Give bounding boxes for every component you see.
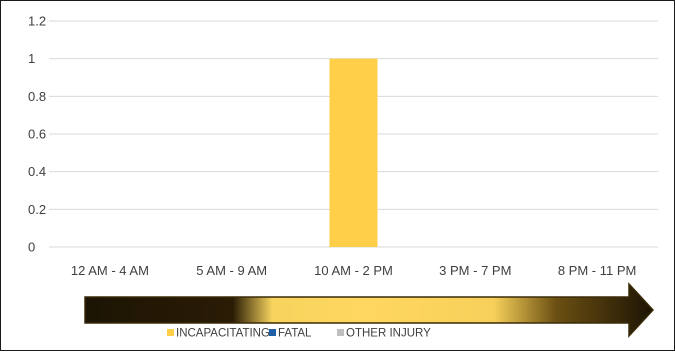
legend-swatch-1 [269, 329, 276, 336]
x-tick-label: 8 PM - 11 PM [558, 263, 637, 278]
y-tick-label: 0.2 [28, 202, 46, 217]
x-tick-label: 5 AM - 9 AM [196, 263, 267, 278]
legend-swatch-2 [337, 329, 344, 336]
gradient-arrow [84, 282, 655, 338]
legend-label: FATAL [278, 328, 312, 340]
x-axis-ticks: 12 AM - 4 AM 5 AM - 9 AM 10 AM - 2 PM 3 PM … [71, 263, 636, 278]
y-tick-label: 0.8 [28, 89, 46, 104]
legend: INCAPACITATING FATAL OTHER INJURY [167, 328, 431, 340]
legend-label: OTHER INJURY [346, 328, 431, 340]
y-axis-ticks: 0 0.2 0.4 0.6 0.8 1 1.2 [28, 14, 46, 255]
y-tick-label: 0 [28, 240, 35, 255]
legend-swatch-0 [167, 329, 174, 336]
x-tick-label: 10 AM - 2 PM [314, 263, 393, 278]
y-tick-label: 1.2 [28, 14, 46, 29]
x-tick-label: 12 AM - 4 AM [71, 263, 149, 278]
legend-label: INCAPACITATING [176, 328, 270, 340]
y-tick-label: 1 [28, 51, 35, 66]
bar-incapacitating-2 [329, 58, 378, 247]
y-tick-label: 0.4 [28, 164, 46, 179]
y-tick-label: 0.6 [28, 127, 46, 142]
bars [329, 58, 378, 247]
x-tick-label: 3 PM - 7 PM [439, 263, 511, 278]
